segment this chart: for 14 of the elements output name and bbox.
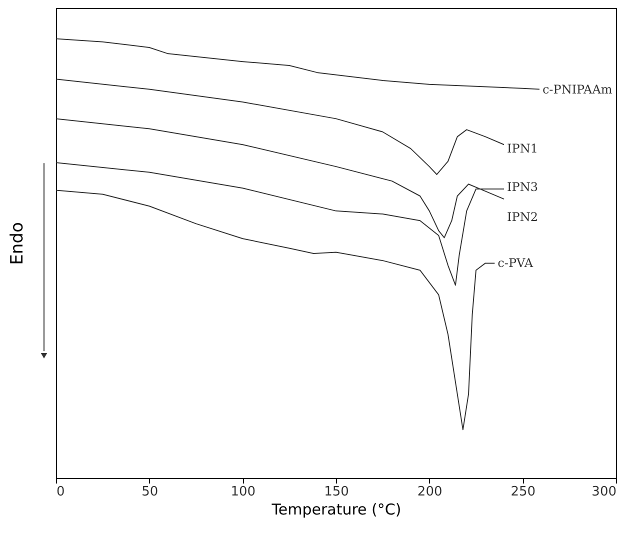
x-tick-label: 300 bbox=[592, 484, 616, 500]
x-tick-label: 200 bbox=[417, 484, 442, 500]
x-axis-title: Temperature (°C) bbox=[270, 500, 402, 518]
x-tick-label: 250 bbox=[510, 484, 536, 500]
x-tick-label: 150 bbox=[324, 484, 349, 500]
series-label: IPN2 bbox=[507, 210, 538, 224]
series-label: IPN1 bbox=[507, 142, 538, 156]
series-label: c-PNIPAAm bbox=[542, 82, 613, 96]
series-label: c-PVA bbox=[498, 256, 534, 270]
x-tick-label: 0 bbox=[56, 484, 65, 500]
y-axis-title: Endo bbox=[8, 222, 28, 265]
series-label: IPN3 bbox=[507, 180, 538, 194]
x-tick-label: 100 bbox=[230, 484, 256, 500]
x-tick-label: 50 bbox=[142, 484, 158, 500]
